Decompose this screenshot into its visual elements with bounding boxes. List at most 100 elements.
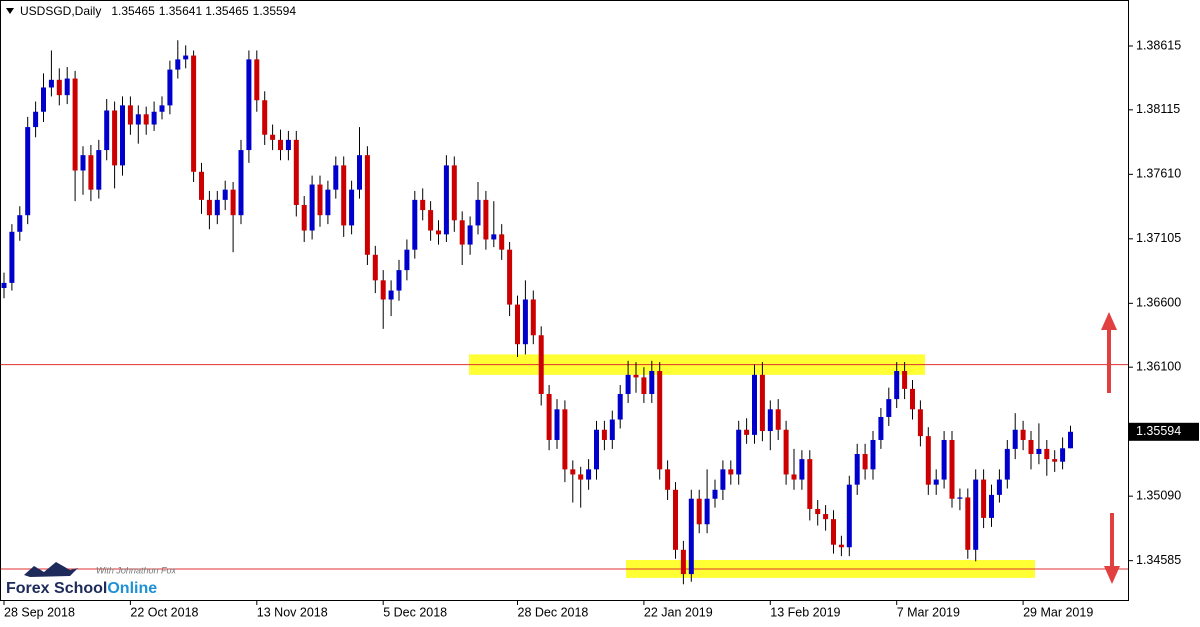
symbol: USDSGD,Daily	[20, 4, 101, 18]
menu-triangle	[6, 8, 14, 14]
candle-body	[25, 127, 31, 216]
candle-body	[649, 371, 655, 394]
candle-body	[989, 494, 994, 518]
candle-body	[917, 409, 923, 437]
candle-body	[902, 371, 908, 389]
x-axis: 28 Sep 2018 22 Oct 2018 13 Nov 2018 5 Dec 2…	[3, 600, 1093, 619]
x-tick-label: 22 Jan 2019	[644, 605, 713, 619]
candle-body	[191, 55, 197, 172]
candle-body	[167, 69, 173, 106]
candle-body	[56, 79, 62, 96]
candle-body	[104, 110, 110, 151]
candle-body	[1044, 448, 1050, 460]
candle-body	[1004, 448, 1010, 480]
arrow-up	[1101, 312, 1117, 393]
candle-body	[317, 184, 323, 216]
candle-body	[341, 165, 347, 226]
candle-body	[704, 498, 710, 525]
x-tick-label: 22 Oct 2018	[130, 605, 198, 619]
x-tick-label: 5 Dec 2018	[383, 605, 447, 619]
ohlc-close: 1.35594	[253, 4, 297, 18]
candle-body	[206, 199, 212, 216]
candle-body	[846, 484, 852, 548]
candle-body	[641, 377, 647, 394]
candle-body	[270, 134, 276, 140]
candle-body	[894, 371, 900, 400]
y-tick-label: 1.38615	[1136, 38, 1181, 52]
y-tick-label: 1.36600	[1136, 296, 1181, 310]
candle-body	[775, 409, 781, 430]
candle-body	[412, 199, 418, 250]
y-tick-label: 1.37610	[1136, 167, 1181, 181]
candle-body	[199, 171, 204, 200]
candle-body	[515, 304, 520, 345]
candle-body	[112, 110, 118, 166]
candle-body	[815, 508, 821, 515]
y-tick-label: 1.38115	[1136, 102, 1180, 116]
candle-body	[783, 429, 789, 475]
candle-body	[254, 59, 260, 101]
candle-body	[996, 479, 1002, 495]
candle-body	[127, 105, 133, 125]
ohlc-low: 1.35465	[205, 4, 249, 18]
logo-tagline: With Johnathon Fox	[96, 565, 176, 575]
candle-body	[799, 459, 805, 480]
candle-body	[278, 139, 283, 151]
candle-body	[48, 79, 54, 88]
candle-body	[428, 210, 434, 231]
candle-body	[380, 280, 386, 300]
candle-body	[33, 111, 39, 128]
candle-body	[522, 299, 528, 345]
candle-body	[728, 469, 734, 475]
logo-icon	[24, 562, 78, 577]
candle-body	[594, 429, 599, 470]
x-tick-label: 13 Nov 2018	[257, 605, 328, 619]
candle-body	[554, 409, 560, 440]
logo-name: Forex SchoolOnline	[6, 580, 157, 597]
candle-body	[41, 87, 46, 112]
candle-body	[530, 299, 536, 336]
y-tick-label: 1.37105	[1136, 231, 1181, 245]
candle-body	[744, 429, 750, 435]
candle-body	[499, 234, 505, 250]
candle-body	[404, 249, 410, 271]
candle-body	[680, 549, 686, 575]
candle-body	[712, 489, 718, 499]
candle-body	[870, 439, 876, 470]
candle-body	[878, 416, 884, 440]
candle-body	[467, 225, 473, 245]
candle-body	[246, 59, 252, 151]
candle-body	[159, 105, 165, 112]
candle-body	[230, 189, 236, 216]
chart-header: USDSGD,Daily 1.35465 1.35641 1.35465 1.35594	[20, 4, 296, 18]
candle-body	[767, 409, 773, 432]
candle-body	[752, 374, 757, 435]
candle-body	[941, 439, 947, 480]
candle-body	[309, 184, 315, 231]
candle-body	[135, 114, 141, 125]
candle-body	[80, 155, 86, 171]
candle-body	[673, 489, 678, 550]
candle-body	[443, 165, 449, 235]
candle-body	[791, 474, 797, 480]
candle-body	[491, 234, 497, 240]
candle-body	[1068, 431, 1073, 449]
candle-body	[696, 498, 702, 525]
candle-body	[578, 474, 584, 480]
candle-body	[546, 393, 552, 440]
candle-body	[183, 55, 189, 60]
candle-body	[910, 388, 915, 410]
candle-body	[436, 230, 441, 235]
y-axis: 1.38615 1.38115 1.37610 1.37105 1.36600 1.361…	[1128, 38, 1199, 567]
candle-body	[633, 374, 639, 378]
candle-body	[609, 419, 615, 440]
candle-body	[933, 479, 939, 485]
y-tick-label: 1.35090	[1136, 488, 1181, 502]
candle-body	[759, 374, 765, 432]
candle-body	[965, 497, 971, 550]
logo-name-b: Online	[107, 580, 157, 597]
candle-body	[301, 204, 307, 231]
candle-body	[688, 498, 694, 575]
